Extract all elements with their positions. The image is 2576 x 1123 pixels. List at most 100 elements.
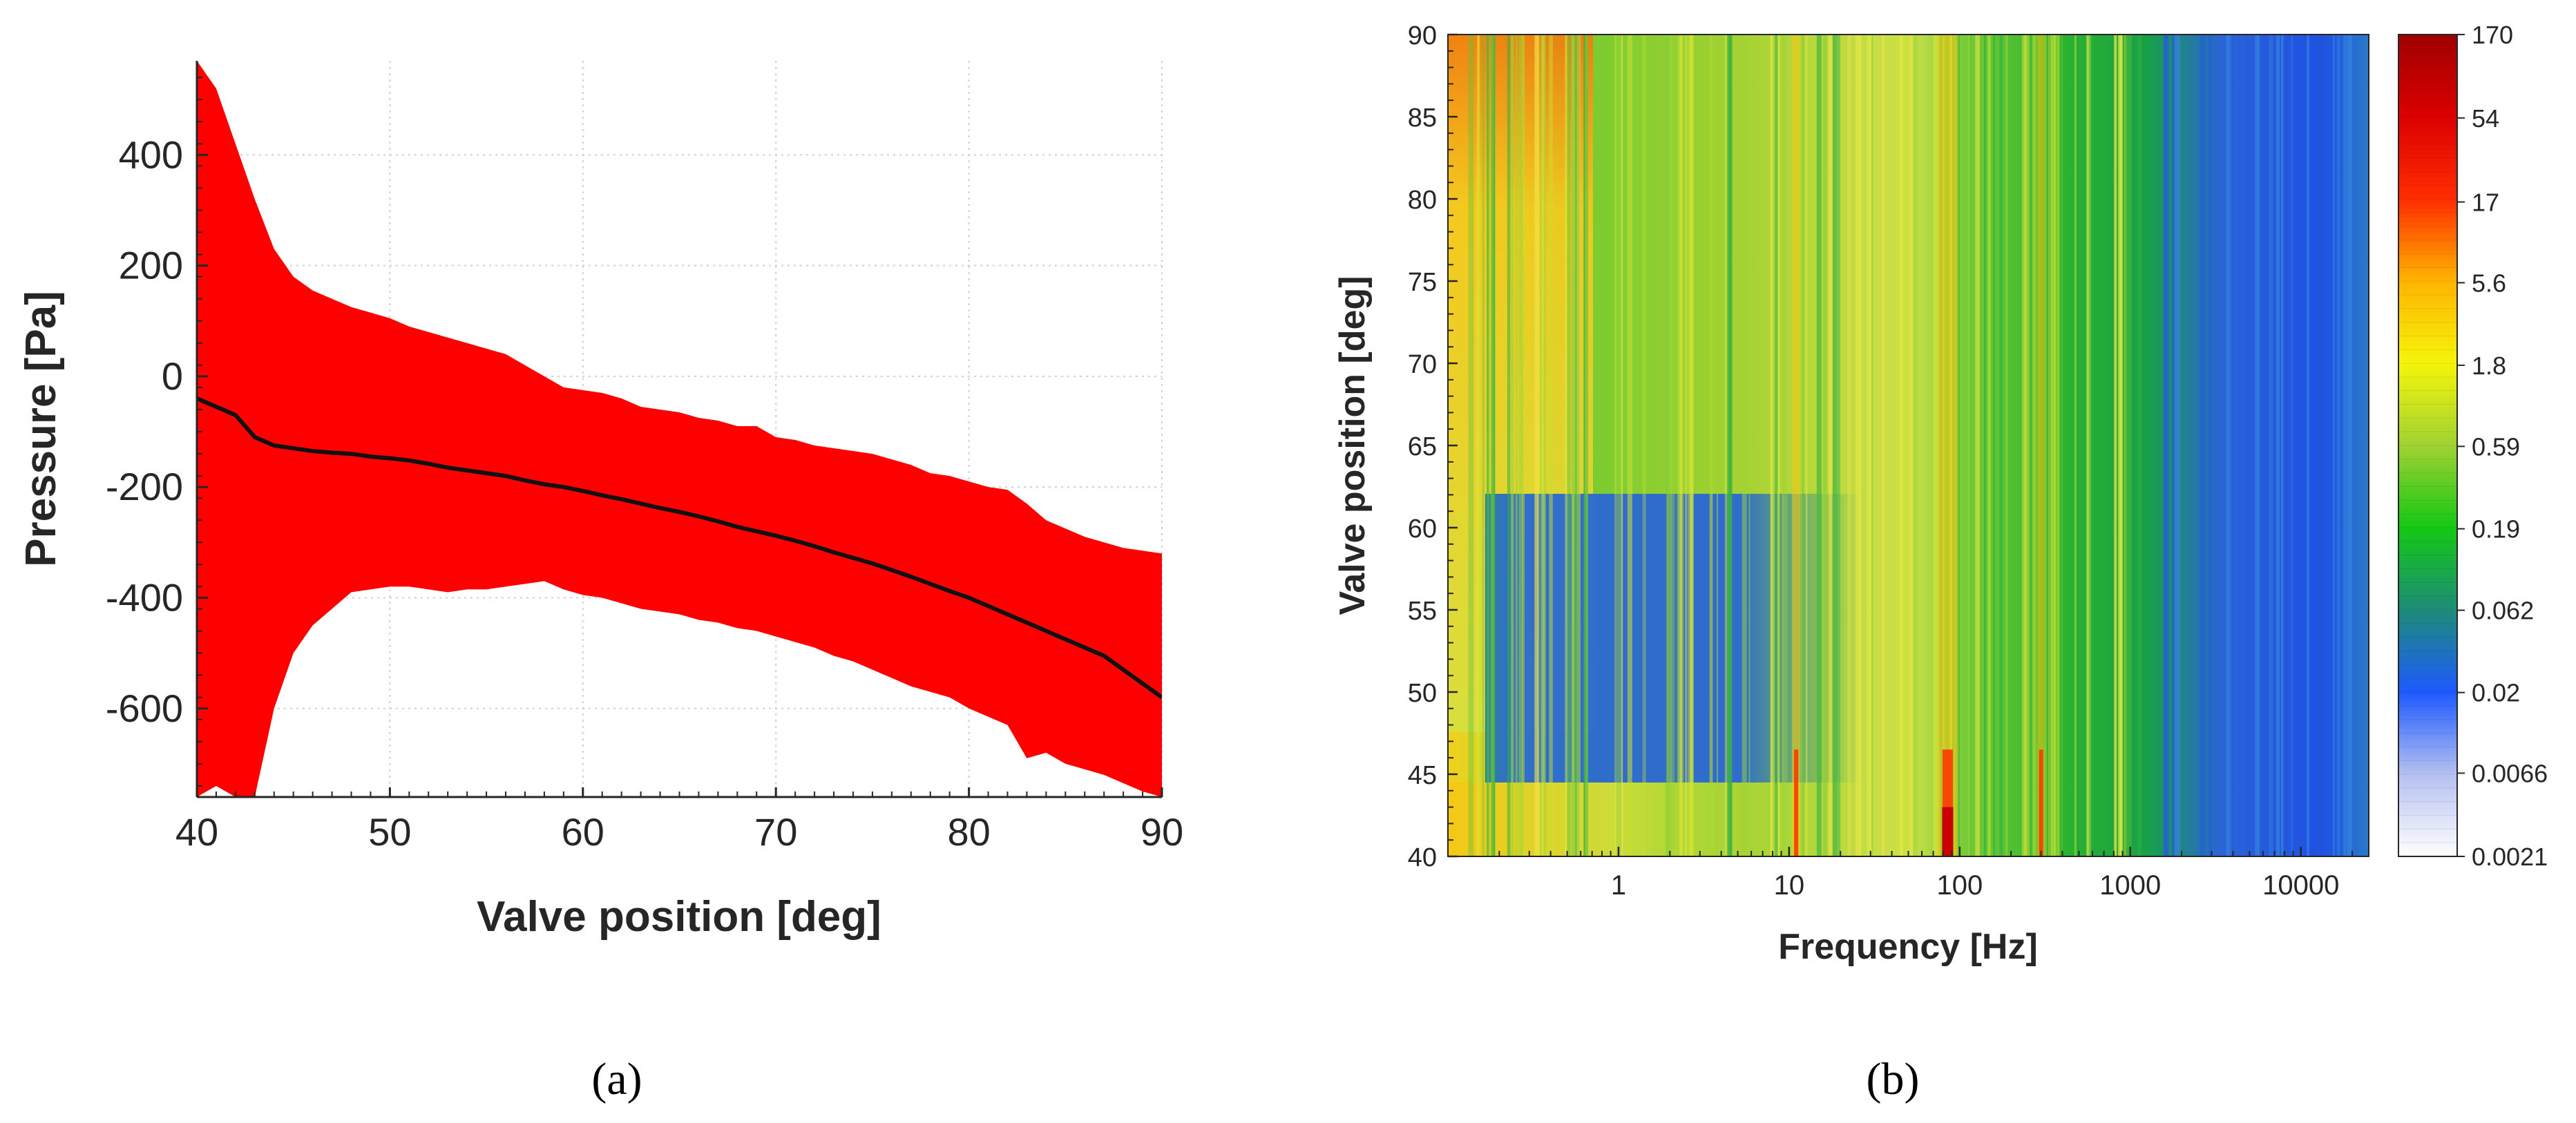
- spectral-streak: [2291, 35, 2293, 856]
- spectral-streak: [1900, 35, 1904, 856]
- x-axis-label-a: Valve position [deg]: [477, 893, 881, 941]
- spectral-streak: [2176, 35, 2179, 856]
- spectral-streak: [2276, 35, 2280, 856]
- spectral-streak: [1782, 35, 1784, 856]
- spectral-peaks: [1792, 35, 2045, 856]
- spectral-streak: [1616, 35, 1622, 856]
- x-tick-label: 1: [1611, 870, 1626, 901]
- spectral-streak: [1833, 35, 1838, 856]
- y-tick-label: -200: [106, 465, 183, 508]
- y-axis-label-b: Valve position [deg]: [1333, 276, 1373, 615]
- spectral-streak: [1969, 35, 1972, 856]
- colorbar-tick-label: 54: [2472, 104, 2499, 133]
- spectral-streak: [1816, 35, 1822, 856]
- mean-line: [197, 396, 1162, 700]
- colorbar-tick-label: 5.6: [2472, 269, 2506, 297]
- spectral-streak: [1576, 35, 1580, 856]
- spectral-streak: [1867, 35, 1872, 856]
- spectral-streak: [1621, 35, 1623, 856]
- spectral-streak: [1710, 35, 1713, 856]
- spectral-streak: [2061, 35, 2063, 856]
- spectral-streak: [2171, 35, 2175, 856]
- spectral-streak: [1511, 35, 1514, 856]
- spectral-streak: [1575, 35, 1577, 856]
- spectral-streak: [1534, 35, 1538, 856]
- spectral-streak: [1728, 35, 1733, 856]
- spectral-streak: [2271, 35, 2276, 856]
- spectral-streak: [1742, 35, 1747, 856]
- spectral-streak: [2074, 35, 2077, 856]
- y-tick-label: 65: [1408, 432, 1437, 461]
- spectral-streak: [2269, 35, 2274, 856]
- spectral-streak: [2347, 35, 2352, 856]
- y-tick-label: 45: [1408, 761, 1437, 790]
- spectral-streak: [1666, 35, 1672, 856]
- spectral-streak: [2307, 35, 2309, 856]
- spectral-streak: [2282, 35, 2289, 856]
- spectral-streak: [1491, 35, 1495, 856]
- spectral-streak: [1537, 35, 1540, 856]
- x-tick-label: 10000: [2262, 870, 2339, 901]
- colorbar-tick-label: 17: [2472, 188, 2499, 216]
- x-tick-label: 40: [175, 810, 218, 854]
- spectral-streak: [1836, 35, 1841, 856]
- colorbar-ticks: 0.0021 0.0066 0.02 0.062 0.19 0.59 1.8 5.6 17 54 1…: [2457, 21, 2548, 871]
- spectral-streak: [1987, 35, 1991, 856]
- spectral-streak: [1717, 35, 1719, 856]
- spectral-streak: [1565, 35, 1568, 856]
- x-tick-label: 80: [947, 810, 990, 854]
- y-tick-label: -600: [106, 687, 183, 730]
- colorbar-frame: [2398, 34, 2458, 857]
- colorbar-tick-label: 170: [2472, 21, 2513, 49]
- spectral-streak: [1518, 35, 1523, 856]
- spectral-streak: [1507, 35, 1511, 856]
- spectral-streak: [2124, 35, 2128, 856]
- ticks-a: 40 50 60 70 80 90 -600 -400 -200 0 200 400: [106, 77, 1183, 854]
- x-tick-label: 90: [1141, 810, 1183, 854]
- spectral-streak: [1900, 35, 1902, 856]
- spectral-streak: [1680, 35, 1683, 856]
- spectral-streak: [2113, 35, 2117, 856]
- spectral-streak: [2045, 35, 2047, 856]
- spectral-streak: [1828, 35, 1832, 856]
- spectral-streak: [2086, 35, 2091, 856]
- spectral-streak: [1709, 35, 1713, 856]
- spectral-streak: [1910, 35, 1914, 856]
- spectral-streak: [1905, 35, 1909, 856]
- x-tick-label: 100: [1936, 870, 1983, 901]
- colorbar-steps: [2398, 48, 2457, 843]
- spectral-streak: [1684, 35, 1688, 856]
- spectral-streak: [1975, 35, 1980, 856]
- spectral-streak: [1666, 35, 1670, 856]
- spectral-streak: [1999, 35, 2003, 856]
- y-tick-label: 60: [1408, 515, 1437, 544]
- spectral-streak: [2246, 35, 2249, 856]
- peak-glow: [1792, 35, 1801, 856]
- heatmap-field: [1448, 35, 2369, 856]
- spectral-streak: [1540, 35, 1543, 856]
- spectral-streak: [2317, 35, 2322, 856]
- spectrogram-chart: 1 10 100 1000 10000 40 45 50 55 60 65 70 75 80 85 90 Fr…: [1333, 21, 2548, 1104]
- spectral-streak: [2005, 35, 2008, 856]
- y-axis-label-a: Pressure [Pa]: [17, 291, 65, 567]
- spectral-streak: [1688, 35, 1692, 856]
- spectral-streak: [1572, 35, 1577, 856]
- spectral-streak: [2337, 35, 2340, 856]
- colorbar-tick-label: 1.8: [2472, 352, 2506, 380]
- spectral-streak: [2255, 35, 2260, 856]
- x-tick-label: 1000: [2099, 870, 2161, 901]
- spectral-streak: [2137, 35, 2141, 856]
- spectral-streak: [1627, 35, 1632, 856]
- spectral-streak: [2164, 35, 2169, 856]
- spectral-streak: [2050, 35, 2056, 856]
- spectral-streak: [1670, 35, 1675, 856]
- peak-core: [2039, 749, 2043, 856]
- peak-max: [1942, 807, 1954, 856]
- spectral-streak: [2127, 35, 2132, 856]
- spectral-streak: [1515, 35, 1518, 856]
- colorbar-tick-label: 0.0021: [2472, 843, 2548, 871]
- colorbar: 0.0021 0.0066 0.02 0.062 0.19 0.59 1.8 5.6 17 54 1…: [2398, 21, 2548, 871]
- y-tick-label: 200: [119, 244, 183, 287]
- x-tick-label: 60: [562, 810, 604, 854]
